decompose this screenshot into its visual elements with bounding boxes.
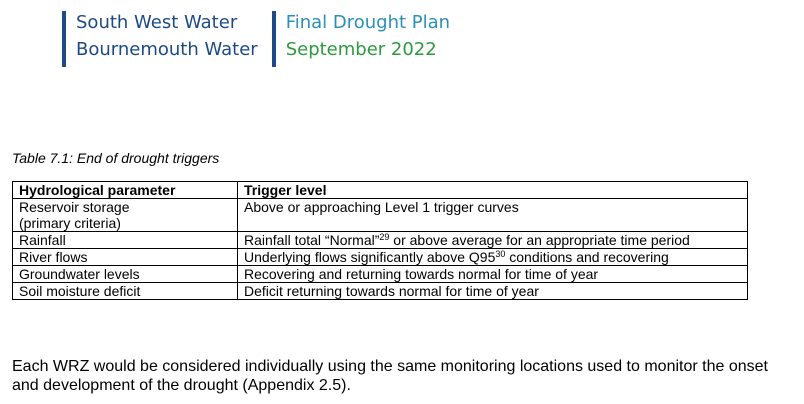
trigger-text: Underlying flows significantly above Q95 <box>244 249 496 265</box>
trigger-cell: Above or approaching Level 1 trigger cur… <box>237 198 748 232</box>
table-row: Reservoir storage (primary criteria) Abo… <box>12 198 748 232</box>
parameter-cell: Reservoir storage (primary criteria) <box>12 198 238 232</box>
table-header-row: Hydrological parameter Trigger level <box>12 181 748 199</box>
plan-date: September 2022 <box>285 39 437 60</box>
org-name-line1: South West Water <box>76 12 238 33</box>
org-name-line2: Bournemouth Water <box>76 39 258 60</box>
trigger-text: conditions and recovering <box>505 249 669 265</box>
header-divider-left <box>62 11 66 67</box>
parameter-cell: Groundwater levels <box>12 265 238 283</box>
footnote-ref[interactable]: 29 <box>379 232 390 242</box>
trigger-cell: Recovering and returning towards normal … <box>237 265 748 283</box>
document-header: South West Water Bournemouth Water Final… <box>62 9 450 67</box>
trigger-cell: Deficit returning towards normal for tim… <box>237 282 748 300</box>
parameter-cell: Soil moisture deficit <box>12 282 238 300</box>
table-row: Soil moisture deficit Deficit returning … <box>12 282 748 300</box>
table-row: River flows Underlying flows significant… <box>12 248 748 266</box>
trigger-text: or above average for an appropriate time… <box>389 232 690 248</box>
end-of-drought-triggers-table: Hydrological parameter Trigger level Res… <box>12 181 748 300</box>
trigger-text: Rainfall total “Normal” <box>244 232 380 248</box>
parameter-cell: Rainfall <box>12 231 238 249</box>
table-row: Rainfall Rainfall total “Normal”29 or ab… <box>12 231 748 249</box>
plan-title: Final Drought Plan <box>285 12 451 33</box>
header-divider-right <box>271 11 276 67</box>
plan-info: Final Drought Plan September 2022 <box>276 9 450 63</box>
organisation-names: South West Water Bournemouth Water <box>66 9 258 63</box>
parameter-line: (primary criteria) <box>19 215 121 231</box>
footnote-ref[interactable]: 30 <box>495 249 506 259</box>
trigger-cell: Rainfall total “Normal”29 or above avera… <box>237 231 748 249</box>
table-row: Groundwater levels Recovering and return… <box>12 265 748 283</box>
trigger-cell: Underlying flows significantly above Q95… <box>237 248 748 266</box>
parameter-line: Reservoir storage <box>19 199 130 215</box>
column-header-parameter: Hydrological parameter <box>12 181 238 199</box>
table-caption: Table 7.1: End of drought triggers <box>12 150 220 166</box>
column-header-trigger: Trigger level <box>237 181 748 199</box>
parameter-cell: River flows <box>12 248 238 266</box>
body-paragraph: Each WRZ would be considered individuall… <box>12 358 768 394</box>
